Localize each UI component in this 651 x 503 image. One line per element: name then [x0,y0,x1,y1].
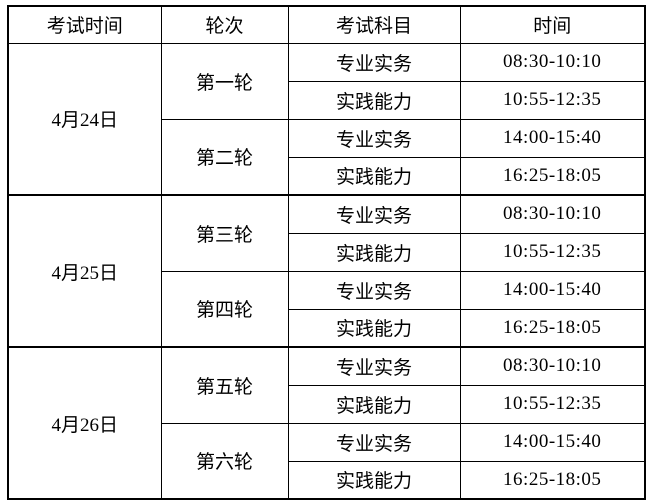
subject-cell: 实践能力 [287,80,461,120]
subject-cell: 实践能力 [287,232,461,272]
subject-cell: 实践能力 [287,384,461,424]
round-cell: 第五轮 [160,346,289,424]
time-cell: 14:00-15:40 [459,118,646,158]
subject-cell: 专业实务 [287,118,461,158]
subject-cell: 专业实务 [287,422,461,462]
subject-cell: 专业实务 [287,270,461,310]
col-header-exam-date: 考试时间 [7,5,162,44]
time-cell: 16:25-18:05 [459,460,646,500]
col-header-round: 轮次 [160,5,289,44]
subject-cell: 专业实务 [287,346,461,386]
time-cell: 08:30-10:10 [459,194,646,234]
time-cell: 14:00-15:40 [459,270,646,310]
round-cell: 第三轮 [160,194,289,272]
time-cell: 10:55-12:35 [459,80,646,120]
subject-cell: 实践能力 [287,156,461,196]
table-row: 实践能力 10:55-12:35 [8,232,646,272]
round-cell: 第六轮 [160,422,289,500]
time-cell: 14:00-15:40 [459,422,646,462]
table-row: 实践能力 10:55-12:35 [8,80,646,120]
round-cell: 第二轮 [160,118,289,196]
table-row: 4月25日 第三轮 专业实务 08:30-10:10 [7,194,646,348]
time-cell: 16:25-18:05 [459,156,646,196]
col-header-subject: 考试科目 [287,5,461,44]
exam-date-cell: 4月26日 [7,346,162,500]
table-row: 实践能力 10:55-12:35 [8,384,646,424]
subject-cell: 专业实务 [287,42,461,82]
time-cell: 10:55-12:35 [459,232,646,272]
subject-cell: 实践能力 [287,460,461,500]
time-cell: 08:30-10:10 [459,42,646,82]
table-row: 实践能力 16:25-18:05 [8,308,646,348]
table-row: 4月24日 第一轮 专业实务 08:30-10:10 [7,42,646,196]
table-row: 4月26日 第五轮 专业实务 08:30-10:10 [7,346,646,500]
table-row: 第四轮 专业实务 14:00-15:40 [8,270,646,348]
round-cell: 第一轮 [160,42,289,120]
time-cell: 10:55-12:35 [459,384,646,424]
table-row: 实践能力 16:25-18:05 [8,460,646,500]
exam-date-cell: 4月24日 [7,42,162,196]
time-cell: 08:30-10:10 [459,346,646,386]
round-cell: 第四轮 [160,270,289,348]
table-row: 第六轮 专业实务 14:00-15:40 [8,422,646,500]
col-header-time: 时间 [459,5,646,44]
subject-cell: 实践能力 [287,308,461,348]
table-row: 实践能力 16:25-18:05 [8,156,646,196]
exam-schedule-table: 考试时间 轮次 考试科目 时间 4月24日 第一轮 专业实务 08:30-10:… [7,5,646,500]
time-cell: 16:25-18:05 [459,308,646,348]
subject-cell: 专业实务 [287,194,461,234]
header-row: 考试时间 轮次 考试科目 时间 [7,5,646,44]
exam-date-cell: 4月25日 [7,194,162,348]
